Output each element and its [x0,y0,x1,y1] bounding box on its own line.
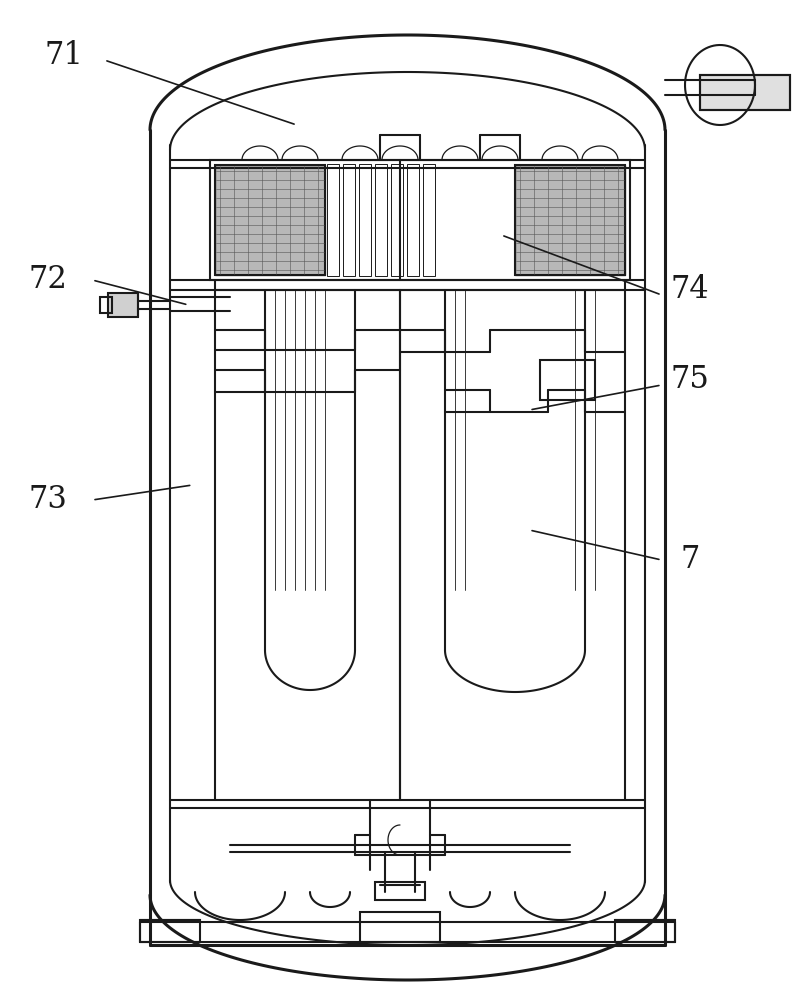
Text: 7: 7 [680,544,699,576]
Bar [515,165,625,275]
Bar [210,160,630,280]
Bar [215,165,325,275]
Text: 73: 73 [29,485,67,516]
Bar [108,293,138,317]
Bar [391,164,403,276]
Bar [700,75,790,110]
Bar [215,165,325,275]
Bar [615,920,675,942]
Bar [100,297,112,313]
Bar [700,75,790,110]
Bar [423,164,435,276]
Bar [327,164,339,276]
Bar [375,882,425,900]
Text: 71: 71 [45,39,83,70]
Bar [540,360,595,400]
Bar [360,912,440,942]
Bar [140,920,200,942]
Text: 74: 74 [670,274,709,306]
Bar [375,164,387,276]
Bar [407,164,419,276]
Bar [515,165,625,275]
Text: 75: 75 [670,364,709,395]
Text: 72: 72 [29,264,67,296]
Bar [343,164,355,276]
Bar [359,164,371,276]
